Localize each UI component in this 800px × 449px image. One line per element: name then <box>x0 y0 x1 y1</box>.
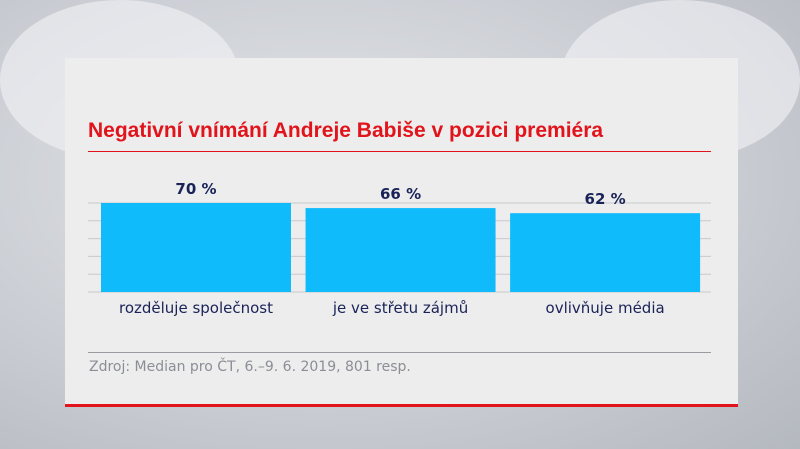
panel-accent-line <box>65 404 738 407</box>
data-label: 70 % <box>175 180 216 198</box>
bar <box>305 208 496 292</box>
category-label: je ve střetu zájmů <box>332 299 468 317</box>
data-label: 66 % <box>380 185 421 203</box>
source-divider <box>88 352 711 353</box>
bar <box>510 213 701 292</box>
category-label: rozděluje společnost <box>119 299 273 317</box>
source-note: Zdroj: Median pro ČT, 6.–9. 6. 2019, 801… <box>89 359 411 375</box>
title-divider <box>88 151 711 152</box>
data-label: 62 % <box>585 190 626 208</box>
category-label: ovlivňuje média <box>546 299 665 317</box>
chart-title: Negativní vnímání Andreje Babiše v pozic… <box>88 119 604 142</box>
bar <box>101 203 291 292</box>
